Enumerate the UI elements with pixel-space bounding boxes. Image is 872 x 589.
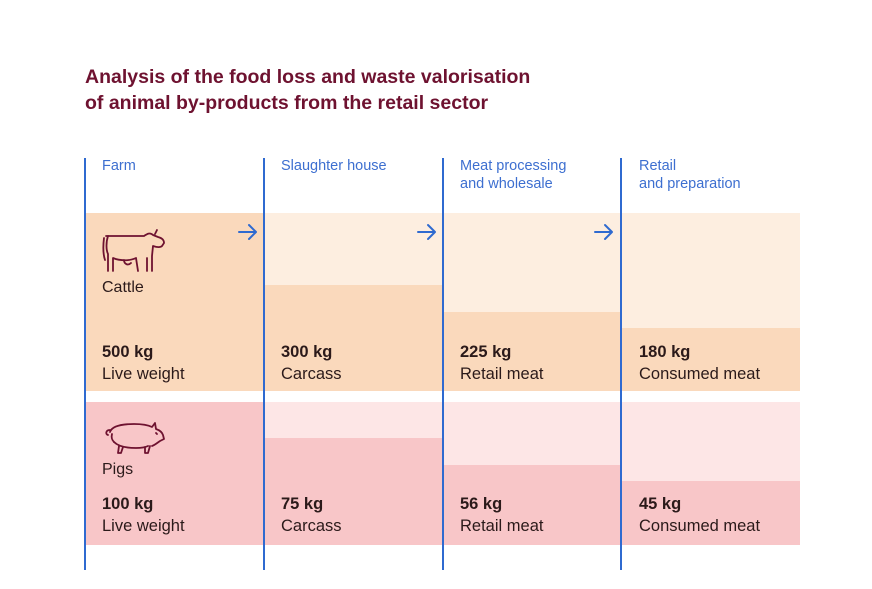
pigs-caption-retail: Consumed meat [639,517,761,535]
animal-label-cattle: Cattle [102,279,144,296]
title-line-1: Analysis of the food loss and waste valo… [85,66,531,88]
arrow-right-icon [238,224,257,240]
cattle-value-processing: 225 kg [460,343,512,361]
pigs-value-slaughter: 75 kg [281,495,324,513]
cattle-caption-slaughter: Carcass [281,365,342,383]
pigs-value-processing: 56 kg [460,495,503,513]
pigs-value-farm: 100 kg [102,495,154,513]
pigs-caption-slaughter: Carcass [281,517,342,535]
cattle-caption-retail: Consumed meat [639,365,761,383]
cattle-caption-farm: Live weight [102,365,185,383]
cattle-value-retail: 180 kg [639,343,691,361]
pigs-bar-processing [443,465,621,545]
pigs-value-retail: 45 kg [639,495,682,513]
pigs-bar-slaughter [264,438,443,545]
cattle-bar-slaughter [264,285,443,391]
cattle-caption-processing: Retail meat [460,365,544,383]
stage-label-processing: Meat processing and wholesale [460,158,567,192]
pigs-bar-farm [85,402,264,545]
cattle-bar-farm [85,213,264,391]
stage-divider-retail [620,158,622,570]
animal-label-pigs: Pigs [102,461,134,478]
stage-divider-farm [84,158,86,570]
cattle-value-farm: 500 kg [102,343,154,361]
pigs-caption-farm: Live weight [102,517,185,535]
page-title: Analysis of the food loss and waste valo… [85,64,685,116]
title-line-2: of animal by-products from the retail se… [85,92,489,114]
cattle-bar-retail [621,328,800,391]
cattle-bar-processing [443,312,621,391]
pigs-bar-retail [621,481,800,545]
arrow-right-icon [417,224,436,240]
pigs-caption-processing: Retail meat [460,517,544,535]
pig-icon [105,422,165,454]
stage-label-retail: Retail and preparation [639,158,741,192]
cattle-value-slaughter: 300 kg [281,343,333,361]
stage-divider-processing [442,158,444,570]
stage-label-slaughter: Slaughter house [281,158,387,174]
stage-label-farm: Farm [102,158,136,174]
stage-divider-slaughter [263,158,265,570]
arrow-right-icon [594,224,613,240]
cow-icon [102,229,165,272]
